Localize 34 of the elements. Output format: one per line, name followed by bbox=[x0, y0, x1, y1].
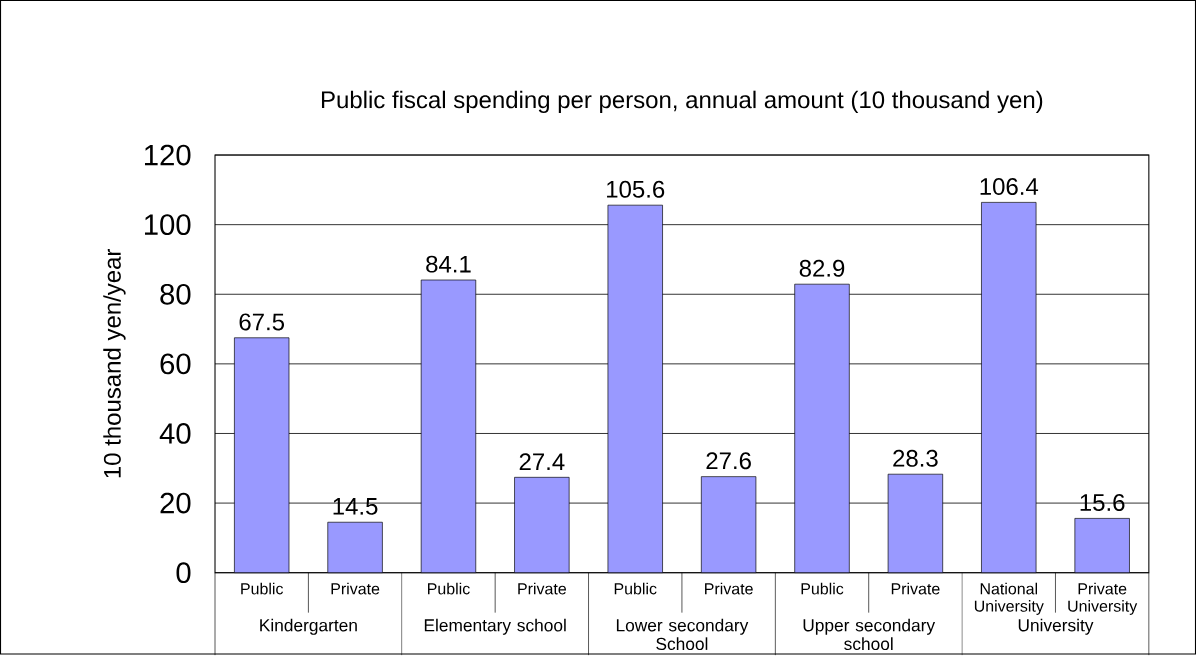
data-label: 27.4 bbox=[519, 453, 565, 471]
y-tick-label: 20 bbox=[160, 492, 191, 514]
x-tick-label: National University bbox=[974, 582, 1044, 616]
data-label: 106.4 bbox=[980, 178, 1039, 196]
x-tick-label: Private bbox=[518, 582, 567, 595]
x-tick-label: Public bbox=[801, 582, 844, 595]
x-tick-label: Private University bbox=[1068, 582, 1138, 616]
x-tick-label: Public bbox=[241, 582, 284, 595]
text: Elementary school bbox=[424, 618, 566, 636]
text: Upper secondary school bbox=[803, 618, 936, 651]
chart-title: Public fiscal spending per person, annual amount (10 thousand yen) bbox=[321, 90, 1043, 114]
y-tick-label: 120 bbox=[144, 144, 191, 166]
data-label: 67.5 bbox=[239, 313, 285, 331]
x-tick-label: Private bbox=[331, 582, 380, 595]
y-tick-label: 40 bbox=[159, 423, 191, 445]
text: Lower secondary School bbox=[616, 618, 749, 651]
y-tick-label: 60 bbox=[160, 353, 191, 375]
x-tick-label: Public bbox=[428, 582, 470, 595]
data-label: 82.9 bbox=[799, 260, 845, 277]
data-label: 27.6 bbox=[706, 452, 751, 470]
y-axis-title: 10 thousand yen/year bbox=[103, 249, 126, 478]
text: University bbox=[1018, 618, 1094, 636]
x-tick-label: Public bbox=[614, 582, 657, 595]
y-tick-label: 0 bbox=[176, 562, 191, 584]
y-tick-label: 80 bbox=[160, 284, 191, 305]
text: Kindergarten bbox=[260, 618, 357, 636]
data-label: 14.5 bbox=[333, 498, 378, 516]
data-label: 105.6 bbox=[607, 181, 665, 198]
x-tick-label: Private bbox=[705, 582, 753, 595]
x-tick-label: Private bbox=[891, 582, 940, 595]
y-tick-label: 100 bbox=[144, 214, 191, 236]
data-label: 84.1 bbox=[426, 255, 471, 273]
data-label: 28.3 bbox=[893, 450, 938, 468]
data-label: 15.6 bbox=[1080, 494, 1125, 512]
